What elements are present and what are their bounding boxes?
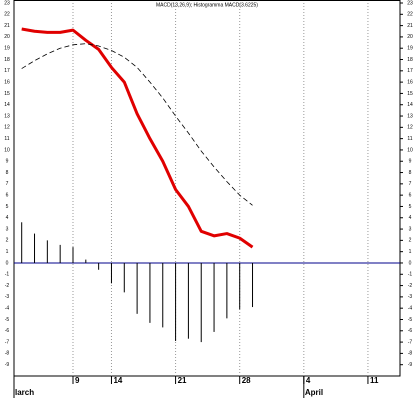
- y-tick-label: 20: [4, 34, 10, 40]
- y-tick-label: 2: [6, 238, 9, 244]
- y-tick-label: -7: [5, 339, 10, 345]
- y2-tick-label: 10: [407, 147, 413, 153]
- y2-tick-label: -5: [408, 317, 413, 323]
- y-tick-label: 0: [6, 260, 9, 266]
- y2-tick-label: -8: [408, 351, 413, 357]
- y-tick-label: -6: [5, 328, 10, 334]
- y2-tick-label: 2: [409, 238, 412, 244]
- y2-tick-label: 17: [407, 68, 413, 74]
- x-tick-label: 28: [242, 376, 251, 385]
- y-tick-label: 15: [4, 91, 10, 97]
- y-tick-label: -5: [5, 317, 10, 323]
- y-tick-label: -4: [5, 306, 10, 312]
- y2-tick-label: 13: [407, 113, 413, 119]
- y2-tick-label: 9: [409, 159, 412, 165]
- y-tick-label: 6: [6, 192, 9, 198]
- y-tick-label: 7: [6, 181, 9, 187]
- y2-tick-label: 22: [407, 12, 413, 18]
- y-tick-label: 14: [4, 102, 10, 108]
- y-tick-label: 19: [4, 46, 10, 52]
- y-tick-label: 4: [6, 215, 9, 221]
- y2-tick-label: -9: [408, 362, 413, 368]
- y2-tick-label: -3: [408, 294, 413, 300]
- y-tick-label: 10: [4, 147, 10, 153]
- y2-tick-label: 5: [409, 204, 412, 210]
- y2-tick-label: -7: [408, 339, 413, 345]
- y-tick-label: 1: [6, 249, 9, 255]
- y2-tick-label: 21: [407, 23, 413, 29]
- y-tick-label: 3: [6, 226, 9, 232]
- y2-tick-label: 11: [407, 136, 412, 142]
- y2-tick-label: 20: [407, 34, 413, 40]
- y-tick-label: 8: [6, 170, 9, 176]
- y-tick-label: 16: [4, 79, 10, 85]
- y-tick-label: -9: [5, 362, 10, 368]
- x-tick-label: 9: [75, 376, 80, 385]
- x-tick-label: 11: [370, 376, 379, 385]
- month-label: April: [305, 388, 323, 397]
- y2-tick-label: 19: [407, 46, 413, 52]
- y-tick-label: -1: [5, 272, 10, 278]
- y-tick-label: 21: [4, 23, 10, 29]
- chart-title: MACD(13,26,9); Histogramma MACD(3.6225): [156, 2, 258, 8]
- plot-frame: [13, 0, 401, 377]
- y2-tick-label: 3: [409, 226, 412, 232]
- y2-tick-label: 4: [409, 215, 412, 221]
- y2-tick-label: -4: [408, 306, 413, 312]
- y-tick-label: 5: [6, 204, 9, 210]
- y-tick-label: 18: [4, 57, 10, 63]
- x-tick-label: 21: [178, 376, 187, 385]
- y-tick-label: -8: [5, 351, 10, 357]
- y2-tick-label: 15: [407, 91, 413, 97]
- x-tick-label: 4: [306, 376, 311, 385]
- y2-tick-label: -6: [408, 328, 413, 334]
- y2-tick-label: 18: [407, 57, 413, 63]
- signal-line: [21, 43, 253, 206]
- y-tick-label: 12: [4, 125, 10, 131]
- x-tick-label: 14: [113, 376, 122, 385]
- y2-tick-label: 6: [409, 192, 412, 198]
- month-label: larch: [15, 388, 34, 397]
- y2-tick-label: -2: [408, 283, 413, 289]
- y-tick-label: 22: [4, 12, 10, 18]
- y-tick-label: 17: [4, 68, 10, 74]
- y2-tick-label: 0: [409, 260, 412, 266]
- y2-tick-label: -1: [408, 272, 413, 278]
- y2-tick-label: 7: [409, 181, 412, 187]
- y-tick-label: 11: [4, 136, 9, 142]
- y-tick-label: 9: [6, 159, 9, 165]
- y-tick-label: -3: [5, 294, 10, 300]
- y-tick-label: 13: [4, 113, 10, 119]
- y2-tick-label: 8: [409, 170, 412, 176]
- y2-tick-label: 12: [407, 125, 413, 131]
- y-tick-label: -2: [5, 283, 10, 289]
- y2-tick-label: 14: [407, 102, 413, 108]
- y2-tick-label: 23: [407, 0, 413, 6]
- y2-tick-label: 1: [409, 249, 412, 255]
- y2-tick-label: 16: [407, 79, 413, 85]
- macd-line: [21, 27, 254, 249]
- y-tick-label: 23: [4, 0, 10, 6]
